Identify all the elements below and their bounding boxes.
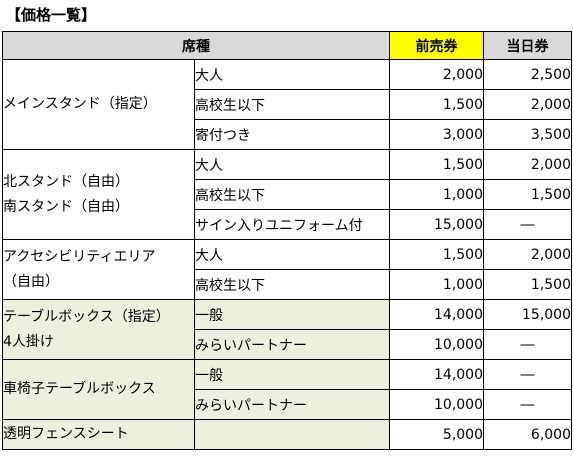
advance-price: 1,000 xyxy=(389,269,484,300)
advance-price: 1,000 xyxy=(389,179,484,210)
sameday-price: ― xyxy=(483,359,572,390)
table-row: みらいパートナー 10,000 ― xyxy=(3,329,572,360)
table-row: サイン入りユニフォーム付 15,000 ― xyxy=(3,209,572,240)
table-row: 寄付つき 3,000 3,500 xyxy=(3,119,572,150)
ticket-type: サイン入りユニフォーム付 xyxy=(194,209,390,240)
advance-price: 1,500 xyxy=(389,149,484,180)
sameday-price: 2,000 xyxy=(483,89,572,120)
price-table: 席種 前売券 当日券 メインスタンド（指定） 大人 2,000 2,500 高校生以下 1… xyxy=(2,31,572,450)
sameday-price: 15,000 xyxy=(483,299,572,330)
advance-price: 14,000 xyxy=(389,359,484,390)
ticket-type: 高校生以下 xyxy=(194,89,390,120)
header-sameday-ticket: 当日券 xyxy=(483,31,572,60)
seat-category: 北スタンド（自由） 南スタンド（自由） xyxy=(2,149,195,240)
table-header-row: 席種 前売券 当日券 xyxy=(2,31,572,60)
table-row: 透明フェンスシート 5,000 6,000 xyxy=(2,419,572,450)
table-row: みらいパートナー 10,000 ― xyxy=(3,389,572,420)
advance-price: 1,500 xyxy=(389,239,484,270)
header-advance-ticket: 前売券 xyxy=(389,31,484,60)
sameday-price: 6,000 xyxy=(483,419,572,450)
advance-price: 10,000 xyxy=(389,389,484,420)
sameday-price: 1,500 xyxy=(483,269,572,300)
seat-category-line: 4人掛け xyxy=(3,333,54,350)
seat-category-line: メインスタンド（指定） xyxy=(3,96,157,112)
seat-category: 透明フェンスシート xyxy=(2,419,195,450)
seat-category-line: 透明フェンスシート xyxy=(3,426,129,442)
advance-price: 1,500 xyxy=(389,89,484,120)
table-row: 高校生以下 1,000 1,500 xyxy=(3,179,572,210)
seat-category-line: テーブルボックス（指定） xyxy=(3,308,170,325)
sameday-price: 1,500 xyxy=(483,179,572,210)
seat-category: アクセシビリティエリア （自由） xyxy=(2,239,195,300)
seat-category-line: 南スタンド（自由） xyxy=(3,198,130,215)
sameday-price: ― xyxy=(483,209,572,240)
ticket-type: 寄付つき xyxy=(194,119,390,150)
table-row: テーブルボックス（指定） 4人掛け 一般 14,000 15,000 xyxy=(2,299,572,360)
table-row: アクセシビリティエリア （自由） 大人 1,500 2,000 xyxy=(2,239,572,300)
seat-category-line: 北スタンド（自由） xyxy=(3,173,130,190)
ticket-type: 大人 xyxy=(194,239,390,270)
advance-price: 3,000 xyxy=(389,119,484,150)
price-table-body: メインスタンド（指定） 大人 2,000 2,500 高校生以下 1,500 2,000 寄付… xyxy=(2,59,572,450)
sameday-price: 2,000 xyxy=(483,149,572,180)
header-seat-type: 席種 xyxy=(2,31,390,60)
seat-category-line: アクセシビリティエリア xyxy=(3,248,156,265)
sameday-price: ― xyxy=(483,329,572,360)
ticket-type: 一般 xyxy=(194,359,390,390)
ticket-type: 高校生以下 xyxy=(194,269,390,300)
sameday-price: 2,000 xyxy=(483,239,572,270)
seat-category: 車椅子テーブルボックス xyxy=(2,359,195,420)
ticket-type xyxy=(194,419,390,450)
page-title: 【価格一覧】 xyxy=(6,6,97,24)
seat-category: テーブルボックス（指定） 4人掛け xyxy=(2,299,195,360)
ticket-type: 一般 xyxy=(194,299,390,330)
sameday-price: 3,500 xyxy=(483,119,572,150)
table-row: 車椅子テーブルボックス 一般 14,000 ― xyxy=(2,359,572,420)
ticket-type: 大人 xyxy=(194,59,390,90)
advance-price: 14,000 xyxy=(389,299,484,330)
advance-price: 10,000 xyxy=(389,329,484,360)
ticket-type: みらいパートナー xyxy=(194,329,390,360)
seat-category: メインスタンド（指定） xyxy=(2,59,195,150)
advance-price: 2,000 xyxy=(389,59,484,90)
seat-category-line: 車椅子テーブルボックス xyxy=(3,381,156,397)
advance-price: 5,000 xyxy=(389,419,484,450)
table-row: 北スタンド（自由） 南スタンド（自由） 大人 1,500 2,000 xyxy=(2,149,572,240)
ticket-type: 高校生以下 xyxy=(194,179,390,210)
ticket-type: みらいパートナー xyxy=(194,389,390,420)
sameday-price: 2,500 xyxy=(483,59,572,90)
table-row: 高校生以下 1,000 1,500 xyxy=(3,269,572,300)
table-row: 高校生以下 1,500 2,000 xyxy=(3,89,572,120)
sameday-price: ― xyxy=(483,389,572,420)
table-row: メインスタンド（指定） 大人 2,000 2,500 xyxy=(2,59,572,150)
seat-category-line: （自由） xyxy=(3,273,60,290)
advance-price: 15,000 xyxy=(389,209,484,240)
ticket-type: 大人 xyxy=(194,149,390,180)
